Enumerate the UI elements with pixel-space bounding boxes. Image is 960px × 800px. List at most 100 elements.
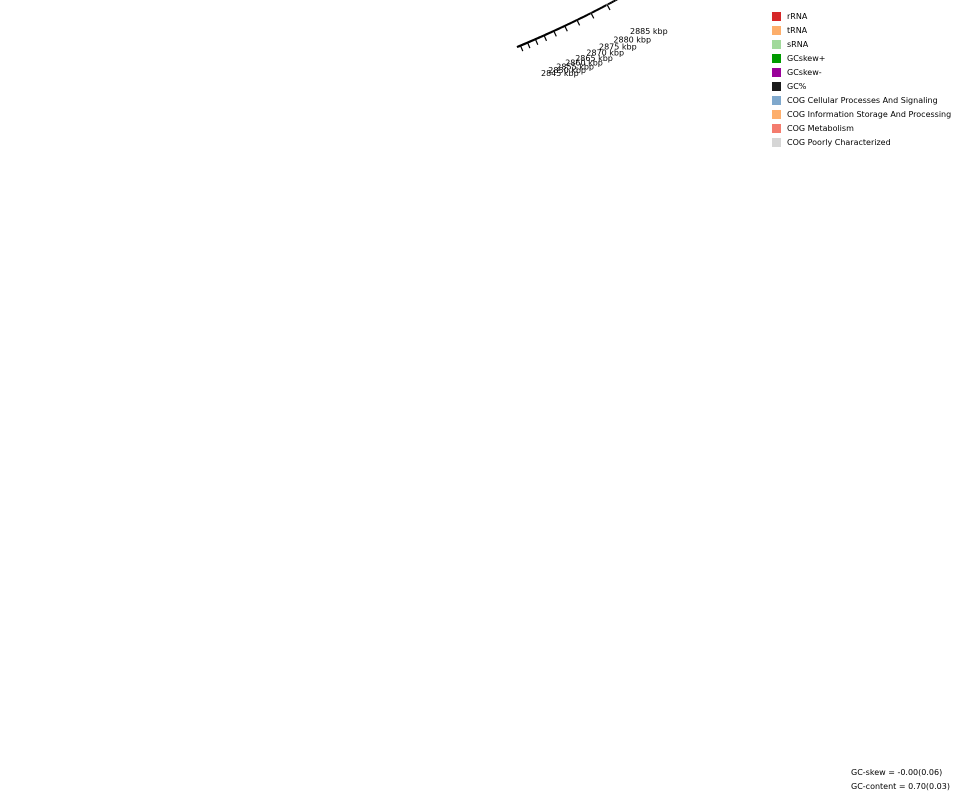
legend-item-cog-cellular: COG Cellular Processes And Signaling bbox=[772, 93, 951, 107]
minor-tick bbox=[599, 6, 602, 10]
minor-tick bbox=[586, 13, 590, 16]
trna-swatch bbox=[772, 25, 781, 35]
minor-tick bbox=[543, 33, 547, 37]
legend-label: rRNA bbox=[787, 11, 808, 21]
minor-tick bbox=[597, 7, 601, 11]
legend-label: COG Cellular Processes And Signaling bbox=[787, 95, 938, 105]
minor-tick bbox=[578, 17, 581, 21]
minor-tick bbox=[541, 34, 545, 38]
legend-label: GCskew+ bbox=[787, 53, 826, 63]
legend-item-srna: sRNA bbox=[772, 37, 951, 51]
cog-metabolism-swatch bbox=[772, 123, 781, 133]
legend-label: sRNA bbox=[787, 39, 809, 49]
cog-cellular-swatch bbox=[772, 95, 781, 105]
minor-tick bbox=[585, 13, 588, 17]
major-tick bbox=[552, 29, 557, 37]
legend-item-cog-information: COG Information Storage And Processing bbox=[772, 107, 951, 121]
srna-swatch bbox=[772, 39, 781, 49]
minor-tick bbox=[611, 0, 614, 4]
cog-information-swatch bbox=[772, 109, 781, 119]
gc-percent-swatch bbox=[772, 81, 781, 91]
scale-label-2845: 2845 kbp bbox=[541, 69, 579, 78]
minor-tick bbox=[573, 19, 576, 23]
minor-tick bbox=[533, 38, 536, 41]
minor-tick bbox=[558, 26, 562, 30]
minor-tick bbox=[544, 33, 548, 36]
scale-label-2875: 2875 kbp bbox=[599, 43, 637, 52]
rrna-swatch bbox=[772, 11, 781, 21]
gcskew-neg-swatch bbox=[772, 67, 781, 77]
minor-tick bbox=[562, 25, 565, 28]
legend-item-cog-metabolism: COG Metabolism bbox=[772, 121, 951, 135]
minor-tick bbox=[559, 26, 563, 29]
legend-item-gc-percent: GC% bbox=[772, 79, 951, 93]
minor-tick bbox=[577, 18, 580, 21]
minor-tick bbox=[566, 22, 570, 26]
minor-tick bbox=[564, 24, 568, 27]
scale-label-2880: 2880 kbp bbox=[613, 36, 651, 45]
minor-tick bbox=[588, 12, 591, 16]
major-tick bbox=[606, 3, 611, 11]
minor-tick bbox=[551, 30, 555, 33]
minor-tick bbox=[554, 28, 558, 32]
legend-item-cog-poorly: COG Poorly Characterized bbox=[772, 135, 951, 149]
minor-tick bbox=[546, 32, 550, 36]
scale-label-2865: 2865 kbp bbox=[575, 54, 613, 63]
legend-label: COG Poorly Characterized bbox=[787, 137, 891, 147]
scale-label-2850: 2850 kbp bbox=[548, 66, 586, 75]
minor-tick bbox=[591, 10, 594, 14]
legend-label: GCskew- bbox=[787, 67, 822, 77]
minor-tick bbox=[555, 28, 559, 31]
minor-tick bbox=[595, 8, 599, 12]
minor-tick bbox=[604, 4, 607, 7]
minor-tick bbox=[613, 0, 616, 3]
minor-tick bbox=[592, 10, 596, 13]
legend-label: tRNA bbox=[787, 25, 808, 35]
major-tick bbox=[576, 18, 581, 26]
minor-tick bbox=[547, 31, 551, 35]
minor-tick bbox=[579, 16, 583, 20]
minor-tick bbox=[582, 15, 586, 19]
gc-skew-stat: GC-skew = -0.00(0.06) bbox=[851, 768, 943, 777]
minor-tick bbox=[609, 1, 613, 5]
legend: rRNA tRNA sRNA GCskew+ GCskew- GC% COG C… bbox=[772, 9, 951, 149]
genome-stats: GC-skew = -0.00(0.06) GC-content = 0.70(… bbox=[851, 766, 950, 794]
minor-tick bbox=[571, 20, 575, 24]
minor-tick bbox=[518, 44, 522, 48]
legend-label: GC% bbox=[787, 81, 807, 91]
cog-poorly-swatch bbox=[772, 137, 781, 147]
minor-tick bbox=[602, 5, 606, 8]
scale-label-2860: 2860 kbp bbox=[565, 59, 603, 68]
minor-tick bbox=[556, 27, 560, 31]
outer-scale-ticks bbox=[516, 0, 619, 52]
minor-tick bbox=[569, 21, 572, 25]
major-tick bbox=[590, 11, 595, 19]
minor-tick bbox=[553, 29, 557, 32]
minor-tick bbox=[607, 2, 611, 6]
legend-label: COG Metabolism bbox=[787, 123, 854, 133]
scale-label-2870: 2870 kbp bbox=[586, 49, 624, 58]
legend-item-gcskew-neg: GCskew- bbox=[772, 65, 951, 79]
scale-label-2885: 2885 kbp bbox=[630, 27, 668, 36]
minor-tick bbox=[583, 14, 587, 18]
minor-tick bbox=[594, 9, 597, 13]
legend-item-trna: tRNA bbox=[772, 23, 951, 37]
minor-tick bbox=[600, 6, 604, 9]
minor-tick bbox=[525, 41, 529, 45]
minor-tick bbox=[574, 19, 578, 22]
gc-content-stat: GC-content = 0.70(0.03) bbox=[851, 782, 950, 791]
minor-tick bbox=[615, 0, 618, 2]
minor-tick bbox=[548, 31, 552, 35]
gcskew-pos-swatch bbox=[772, 53, 781, 63]
minor-tick bbox=[565, 23, 569, 27]
minor-tick bbox=[570, 21, 574, 24]
minor-tick bbox=[561, 25, 564, 29]
minor-tick bbox=[568, 22, 571, 26]
minor-tick bbox=[549, 31, 553, 34]
minor-tick bbox=[557, 27, 561, 30]
minor-tick bbox=[550, 30, 554, 34]
major-tick bbox=[563, 24, 568, 32]
legend-label: COG Information Storage And Processing bbox=[787, 109, 952, 119]
legend-item-gcskew-pos: GCskew+ bbox=[772, 51, 951, 65]
